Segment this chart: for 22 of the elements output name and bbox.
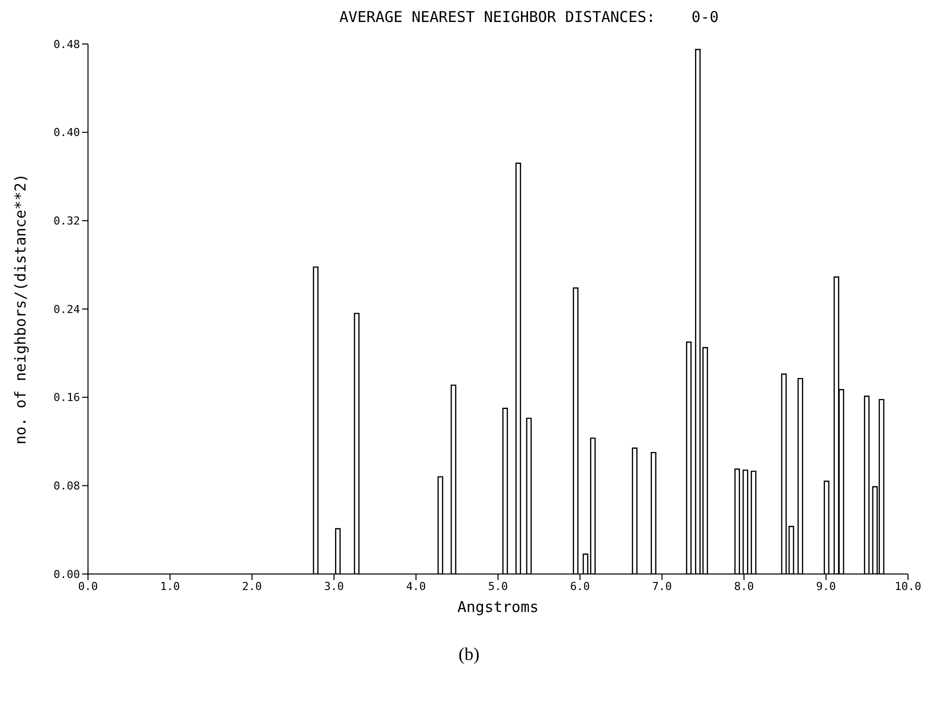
y-tick-label: 0.16	[54, 391, 80, 404]
x-tick-label: 4.0	[406, 580, 426, 593]
x-tick-label: 7.0	[652, 580, 672, 593]
x-tick-label: 8.0	[734, 580, 754, 593]
y-tick-label: 0.32	[54, 214, 80, 228]
x-tick-label: 6.0	[570, 580, 590, 593]
y-tick-label: 0.40	[54, 126, 80, 140]
y-axis-title: no. of neighbors/(distance**2)	[11, 174, 30, 444]
y-tick-label: 0.24	[54, 302, 80, 316]
x-tick-label: 0.0	[78, 580, 98, 593]
x-tick-label: 10.0	[894, 580, 922, 593]
x-tick-label: 9.0	[816, 580, 836, 593]
y-tick-label: 0.08	[54, 480, 80, 493]
x-axis-title: Angstroms	[457, 598, 539, 616]
x-tick-label: 1.0	[160, 580, 180, 593]
y-tick-label: 0.48	[54, 38, 80, 51]
text: (b)	[458, 644, 480, 665]
chart-title: AVERAGE NEAREST NEIGHBOR DISTANCES: 0-0	[338, 8, 720, 28]
x-tick-label: 5.0	[488, 580, 508, 593]
x-tick-label: 2.0	[242, 580, 262, 593]
y-tick-label: 0.00	[54, 568, 80, 581]
x-tick-label: 3.0	[324, 580, 344, 593]
